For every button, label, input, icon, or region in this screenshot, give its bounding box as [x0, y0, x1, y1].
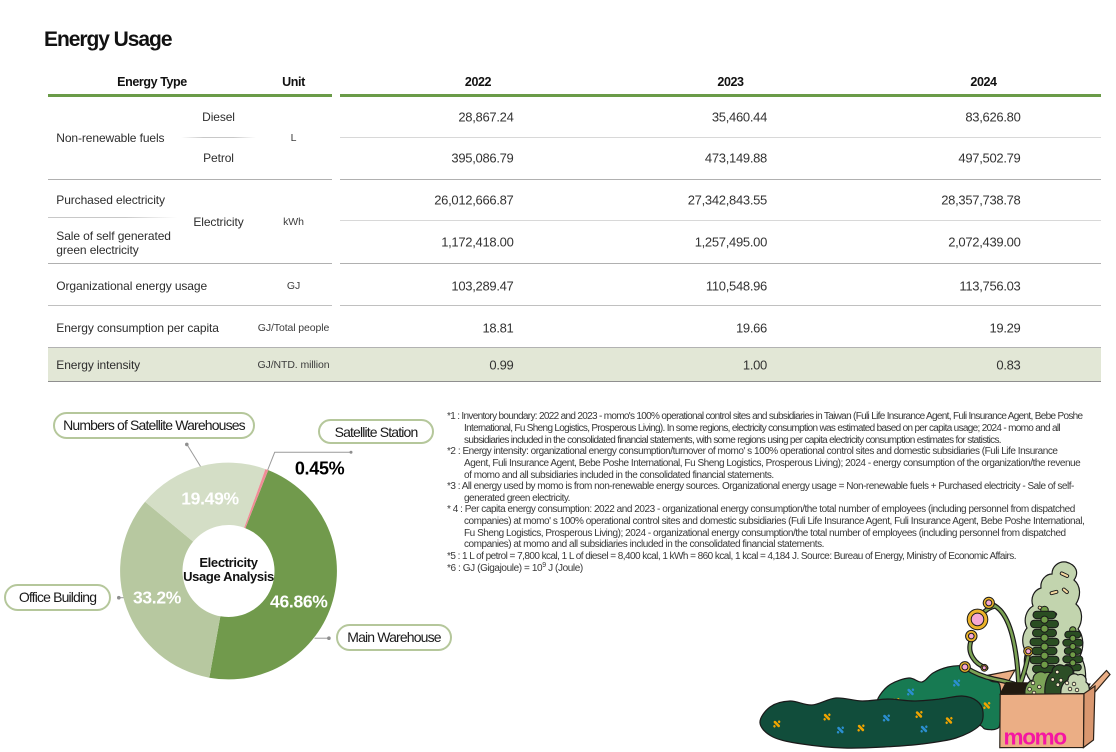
svg-text:momo: momo: [1004, 725, 1067, 750]
